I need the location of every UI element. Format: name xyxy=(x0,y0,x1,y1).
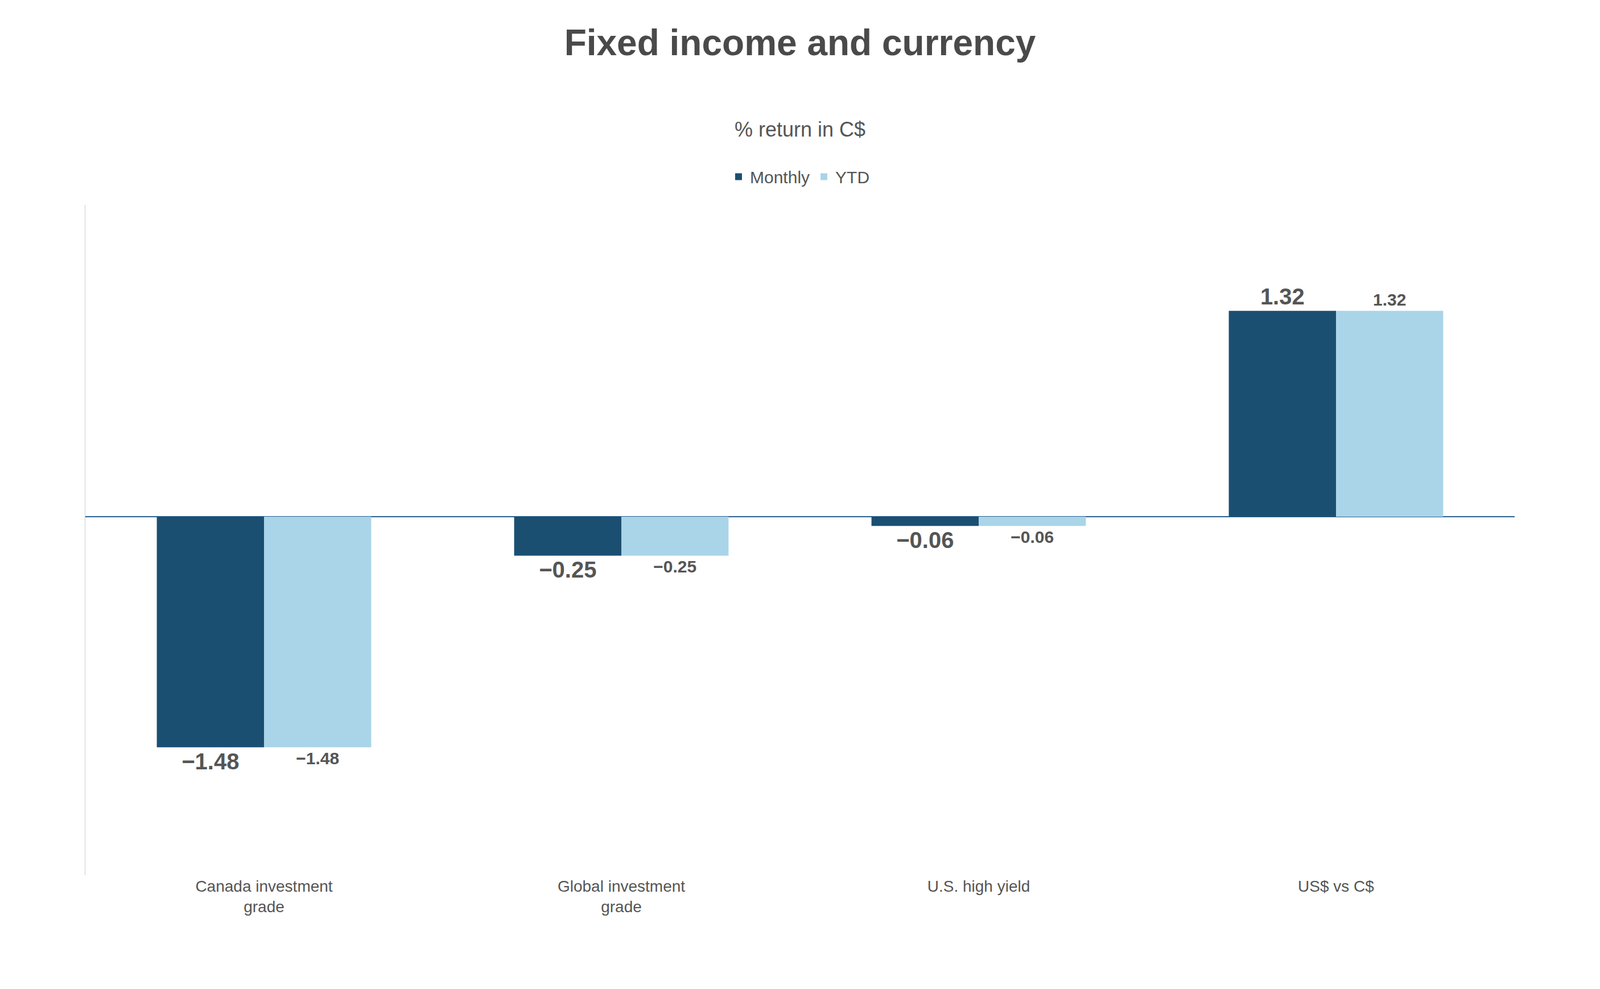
svg-text:−1.48: −1.48 xyxy=(181,748,239,774)
svg-text:Global investmentgrade: Global investmentgrade xyxy=(557,877,686,916)
svg-text:1.32: 1.32 xyxy=(1260,283,1305,309)
svg-text:−0.06: −0.06 xyxy=(1010,527,1054,547)
svg-text:Canada investmentgrade: Canada investmentgrade xyxy=(195,877,333,916)
svg-text:−0.06: −0.06 xyxy=(896,527,954,553)
svg-text:% return in C$: % return in C$ xyxy=(734,117,866,142)
svg-text:−0.25: −0.25 xyxy=(538,557,597,583)
svg-text:1.32: 1.32 xyxy=(1372,290,1406,309)
svg-text:YTD: YTD xyxy=(835,167,870,187)
svg-text:US$ vs C$: US$ vs C$ xyxy=(1297,877,1375,896)
svg-text:Fixed income and currency: Fixed income and currency xyxy=(564,22,1037,64)
svg-text:−1.48: −1.48 xyxy=(295,748,340,768)
svg-text:−0.25: −0.25 xyxy=(653,557,697,576)
svg-text:U.S. high yield: U.S. high yield xyxy=(927,877,1031,896)
svg-text:Monthly: Monthly xyxy=(749,167,810,187)
